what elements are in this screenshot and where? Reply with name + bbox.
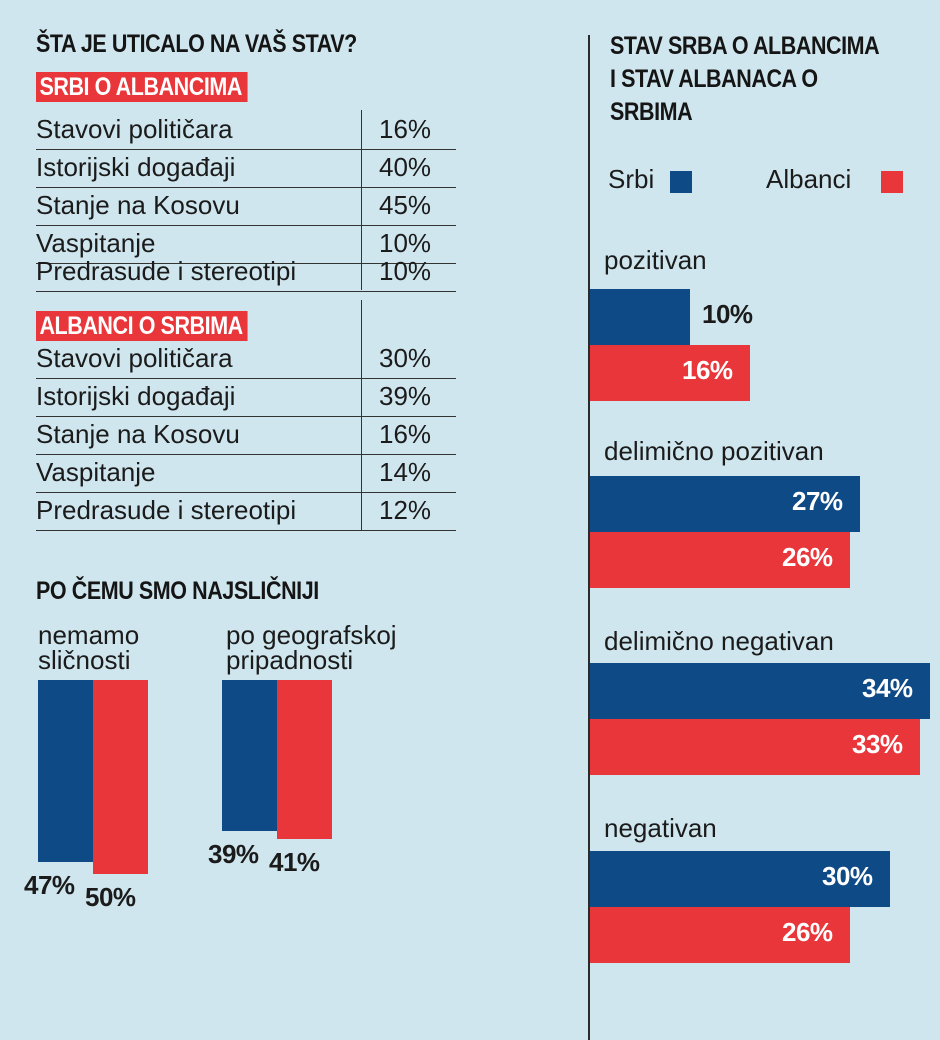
category-negativan: negativan	[604, 813, 717, 843]
column-divider	[588, 35, 590, 1040]
row-value: 10%	[379, 228, 432, 258]
attitude-value-label: 27%	[792, 486, 843, 516]
row-label: Predrasude i stereotipi	[36, 256, 297, 286]
attitude-bar	[590, 907, 850, 963]
attitude-bar	[590, 851, 890, 907]
row-label: Stanje na Kosovu	[36, 419, 240, 449]
table-2-divider	[361, 300, 362, 530]
category-line: pripadnosti	[226, 645, 354, 675]
similarity-value-label: 47%	[24, 869, 75, 900]
legend-srbi-label: Srbi	[608, 164, 655, 194]
category-pozitivan: pozitivan	[604, 245, 707, 275]
row-label: Predrasude i stereotipi	[36, 495, 297, 525]
legend-albanci-swatch	[881, 171, 903, 193]
attitude-value-label: 30%	[822, 861, 873, 891]
attitude-bars: 10% 16% 27% 26% 34% 33% 30% 26%	[0, 0, 930, 963]
attitude-value-label: 33%	[852, 729, 903, 759]
attitude-value-label: 16%	[682, 355, 733, 385]
legend-albanci-label: Albanci	[766, 164, 852, 194]
row-value: 40%	[379, 152, 432, 182]
similarity-bar	[93, 680, 148, 874]
attitude-bar	[590, 532, 850, 588]
row-value: 12%	[379, 495, 432, 525]
row-label: Stavovi političara	[36, 343, 233, 373]
row-value: 16%	[379, 114, 432, 144]
attitude-value-label: 34%	[862, 673, 913, 703]
similarity-bar	[222, 680, 277, 831]
attitude-bar	[590, 289, 690, 345]
table-row: Predrasude i stereotipi 12%	[36, 492, 456, 531]
row-value: 10%	[379, 256, 432, 286]
category-delimicno-negativan: delimično negativan	[604, 626, 834, 656]
similarity-bars: 47% 50% 39% 41%	[0, 0, 332, 912]
attitude-bar	[590, 345, 750, 401]
similarity-category-label: nemamo sličnosti	[38, 620, 140, 675]
table-row: Predrasude i stereotipi 10%	[36, 253, 456, 292]
row-value: 45%	[379, 190, 432, 220]
category-line: nemamo	[38, 620, 140, 650]
row-label: Stavovi političara	[36, 114, 233, 144]
attitude-value-label: 26%	[782, 542, 833, 572]
table-row: Stavovi političara 30%	[36, 340, 456, 379]
table-row: Istorijski događaji 40%	[36, 149, 456, 188]
table-row: Stanje na Kosovu 45%	[36, 187, 456, 226]
left-title: ŠTA JE UTICALO NA VAŠ STAV?	[36, 30, 357, 58]
row-value: 39%	[379, 381, 432, 411]
category-line: sličnosti	[38, 645, 131, 675]
similarity-value-label: 41%	[269, 846, 320, 877]
row-label: Istorijski događaji	[36, 381, 236, 411]
category-line: po geografskoj	[226, 620, 397, 650]
similarity-bar	[277, 680, 332, 839]
table-1-label: SRBI O ALBANCIMA	[36, 72, 248, 102]
category-delimicno-pozitivan: delimično pozitivan	[604, 436, 824, 466]
similarity-value-label: 39%	[208, 838, 259, 869]
row-value: 14%	[379, 457, 432, 487]
table-row: Vaspitanje 10%	[36, 225, 456, 264]
similarity-category-label: po geografskoj pripadnosti	[226, 620, 397, 675]
legend-srbi-swatch	[670, 171, 692, 193]
table-2-label: ALBANCI O SRBIMA	[36, 311, 248, 341]
table-row: Stavovi političara 16%	[36, 111, 456, 150]
row-value: 30%	[379, 343, 432, 373]
attitude-bar	[590, 476, 860, 532]
table-row: Istorijski događaji 39%	[36, 378, 456, 417]
row-label: Stanje na Kosovu	[36, 190, 240, 220]
similarity-title: PO ČEMU SMO NAJSLIČNIJI	[36, 577, 319, 605]
row-label: Vaspitanje	[36, 457, 156, 487]
row-label: Istorijski događaji	[36, 152, 236, 182]
row-label: Vaspitanje	[36, 228, 156, 258]
similarity-bar	[38, 680, 93, 862]
attitude-value-label: 10%	[702, 299, 753, 329]
right-title: STAV SRBA O ALBANCIMA I STAV ALBANACA O …	[610, 32, 879, 126]
attitude-value-label: 26%	[782, 917, 833, 947]
table-1-divider	[361, 110, 362, 290]
attitude-bar	[590, 663, 930, 719]
table-row: Vaspitanje 14%	[36, 454, 456, 493]
attitude-bar	[590, 719, 920, 775]
row-value: 16%	[379, 419, 432, 449]
similarity-value-label: 50%	[85, 881, 136, 912]
table-row: Stanje na Kosovu 16%	[36, 416, 456, 455]
